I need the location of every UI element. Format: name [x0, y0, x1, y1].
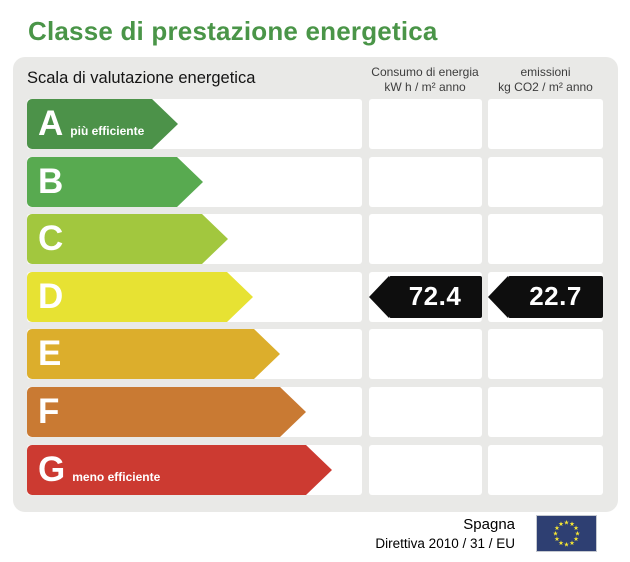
class-cell-e: E [27, 329, 362, 380]
co2-cell [488, 99, 603, 149]
least-efficient-note: meno efficiente [72, 469, 161, 484]
footer: Spagna Direttiva 2010 / 31 / EU [375, 515, 597, 552]
country-label: Spagna [463, 516, 515, 533]
co2-cell [488, 444, 603, 495]
energy-cell: 72.4 [368, 271, 482, 322]
class-arrow-a: A più efficiente [27, 99, 178, 149]
class-arrow-e: E [27, 329, 280, 380]
energy-value-tag: 72.4 [368, 275, 482, 318]
class-letter-e: E [38, 334, 62, 374]
co2-cell [488, 386, 603, 437]
class-letter-c: C [38, 219, 64, 259]
energy-scale-panel: Scala di valutazione energetica Consumo … [13, 57, 618, 512]
co2-value: 22.7 [529, 281, 582, 312]
class-letter-b: B [38, 161, 64, 201]
directive-label: Direttiva 2010 / 31 / EU [375, 536, 515, 551]
page-title: Classe di prestazione energetica [28, 16, 438, 46]
class-cell-b: B [27, 156, 362, 207]
footer-text: Spagna Direttiva 2010 / 31 / EU [375, 516, 515, 551]
class-cell-g: G meno efficiente [27, 444, 362, 495]
energy-cell [368, 156, 482, 207]
eu-flag-icon [536, 515, 597, 552]
class-row-d: D 72.4 22.7 [27, 271, 603, 322]
co2-cell: 22.7 [488, 271, 603, 322]
co2-cell [488, 214, 603, 265]
class-row-c: C [27, 214, 603, 265]
scale-header: Scala di valutazione energetica Consumo … [27, 57, 603, 99]
class-cell-f: F [27, 386, 362, 437]
energy-column-unit: kW h / m² anno [384, 80, 466, 94]
class-cell-d: D [27, 271, 362, 322]
co2-column-name: emissioni [520, 65, 571, 79]
class-row-a: A più efficiente [27, 99, 603, 149]
co2-value-tag: 22.7 [488, 275, 603, 318]
energy-cell [368, 329, 482, 380]
class-row-e: E [27, 329, 603, 380]
class-letter-f: F [38, 391, 60, 431]
energy-value: 72.4 [408, 281, 462, 312]
co2-column-header: emissioni kg CO2 / m² anno [488, 61, 603, 95]
most-efficient-note: più efficiente [70, 124, 145, 138]
class-letter-d: D [38, 276, 64, 316]
energy-cell [368, 444, 482, 495]
class-row-g: G meno efficiente [27, 444, 603, 495]
energy-column-header: Consumo di energia kW h / m² anno [369, 61, 482, 95]
class-arrow-g: G meno efficiente [27, 444, 332, 495]
class-cell-a: A più efficiente [27, 99, 362, 149]
class-row-f: F [27, 386, 603, 437]
class-arrow-f: F [27, 386, 306, 437]
co2-cell [488, 329, 603, 380]
energy-cell [368, 386, 482, 437]
class-row-b: B [27, 156, 603, 207]
class-arrow-b: B [27, 156, 203, 207]
scale-heading: Scala di valutazione energetica [27, 68, 256, 87]
co2-cell [488, 156, 603, 207]
class-letter-a: A [38, 104, 64, 143]
class-arrow-d: D [27, 271, 253, 322]
energy-column-name: Consumo di energia [371, 65, 479, 79]
co2-column-unit: kg CO2 / m² anno [498, 80, 593, 94]
class-letter-g: G [38, 449, 66, 489]
class-arrow-c: C [27, 214, 228, 265]
energy-cell [368, 99, 482, 149]
energy-cell [368, 214, 482, 265]
class-cell-c: C [27, 214, 362, 265]
